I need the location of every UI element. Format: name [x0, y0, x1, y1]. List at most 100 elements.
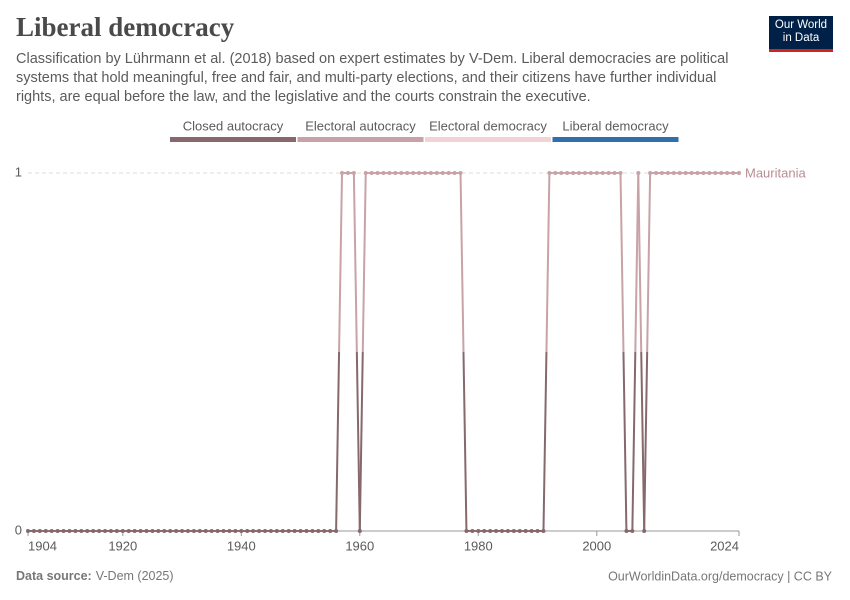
x-tick-label: 1940 — [227, 538, 256, 553]
logo[interactable]: Our World in Data — [769, 16, 833, 52]
point — [707, 171, 712, 175]
point — [351, 171, 356, 175]
point — [37, 529, 42, 533]
point — [168, 529, 173, 533]
point — [387, 171, 392, 175]
line-segment — [335, 351, 341, 532]
x-tick-label: 1904 — [28, 538, 57, 553]
line-segment — [622, 351, 628, 532]
point — [630, 529, 635, 533]
point — [582, 171, 587, 175]
point — [488, 529, 493, 533]
point — [286, 529, 291, 533]
point — [268, 529, 273, 533]
point — [541, 529, 546, 533]
point — [440, 171, 445, 175]
point — [340, 171, 345, 175]
point — [79, 529, 84, 533]
logo-line: in Data — [782, 32, 820, 44]
point — [185, 529, 190, 533]
point — [671, 171, 676, 175]
point — [334, 529, 339, 533]
point — [422, 171, 427, 175]
point — [636, 171, 641, 175]
point — [529, 529, 534, 533]
point — [203, 529, 208, 533]
chart-title: Liberal democracy — [16, 12, 235, 42]
point — [114, 529, 119, 533]
source-text: V-Dem (2025) — [96, 569, 174, 583]
point — [322, 529, 327, 533]
logo-line: Our World — [774, 19, 828, 31]
point — [280, 529, 285, 533]
point — [452, 171, 457, 175]
x-tick-label: 1920 — [108, 538, 137, 553]
point — [375, 171, 380, 175]
x-tick-label: 2024 — [710, 538, 739, 553]
point — [85, 529, 90, 533]
point — [26, 529, 30, 533]
point — [120, 529, 125, 533]
point — [316, 529, 321, 533]
point — [363, 171, 368, 175]
point — [689, 171, 694, 175]
point — [369, 171, 374, 175]
point — [612, 171, 617, 175]
point — [719, 171, 724, 175]
line-segment — [462, 351, 468, 532]
point — [399, 171, 404, 175]
point — [215, 529, 220, 533]
point — [535, 529, 540, 533]
legend-swatch — [170, 137, 296, 142]
x-tick-label: 1980 — [464, 538, 493, 553]
point — [180, 529, 185, 533]
point — [103, 529, 108, 533]
line-segment — [646, 172, 652, 353]
source: Data source: V-Dem (2025) — [16, 569, 174, 583]
point — [49, 529, 54, 533]
point — [642, 529, 647, 533]
legend-swatch — [297, 137, 424, 142]
point — [251, 529, 256, 533]
point — [571, 171, 576, 175]
point — [310, 529, 315, 533]
line-segment — [459, 172, 465, 353]
point — [73, 529, 78, 533]
line-segment — [619, 172, 625, 353]
point — [517, 529, 522, 533]
point — [458, 171, 463, 175]
point — [547, 171, 552, 175]
point — [434, 171, 439, 175]
point — [654, 171, 659, 175]
point — [428, 171, 433, 175]
line-segment — [358, 351, 364, 532]
point — [553, 171, 558, 175]
point — [677, 171, 682, 175]
point — [174, 529, 179, 533]
point — [559, 171, 564, 175]
point — [197, 529, 202, 533]
point — [600, 171, 605, 175]
legend-label: Liberal democracy — [562, 118, 669, 133]
point — [263, 529, 267, 533]
point — [731, 171, 736, 175]
line-segment — [542, 351, 548, 532]
line-segment — [637, 172, 643, 353]
point — [257, 529, 262, 533]
point — [274, 529, 279, 533]
line-segment — [631, 351, 637, 532]
point — [565, 171, 570, 175]
point — [298, 529, 303, 533]
point — [245, 529, 250, 533]
line-segment — [643, 351, 649, 532]
point — [446, 171, 451, 175]
point — [381, 171, 386, 175]
point — [209, 529, 214, 533]
x-tick-label: 2000 — [582, 538, 611, 553]
point — [725, 171, 730, 175]
point — [464, 529, 469, 533]
point — [511, 529, 516, 533]
point — [701, 171, 706, 175]
